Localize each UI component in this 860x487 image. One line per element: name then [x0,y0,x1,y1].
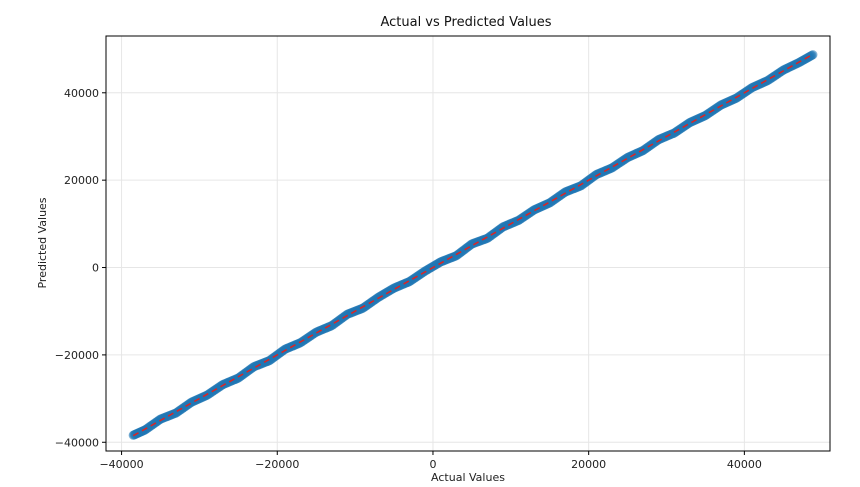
y-tick-label: 40000 [64,87,99,100]
y-tick-label: 0 [92,262,99,275]
y-tick-label: 20000 [64,174,99,187]
x-tick-label: 40000 [727,458,762,471]
x-tick-label: 0 [429,458,436,471]
chart-title: Actual vs Predicted Values [380,15,551,30]
scatter-point [808,50,818,60]
x-tick-label: −40000 [99,458,143,471]
grid-lines [106,36,830,451]
x-tick-label: −20000 [255,458,299,471]
x-axis-label: Actual Values [431,471,505,484]
y-axis-ticks: −40000 −20000 0 20000 40000 [55,87,106,449]
y-tick-label: −20000 [55,349,99,362]
x-tick-label: 20000 [571,458,606,471]
y-axis-label: Predicted Values [36,197,49,288]
axes-frame [105,35,831,452]
x-axis-ticks: −40000 −20000 0 20000 40000 [99,451,762,471]
y-tick-label: −40000 [55,436,99,449]
